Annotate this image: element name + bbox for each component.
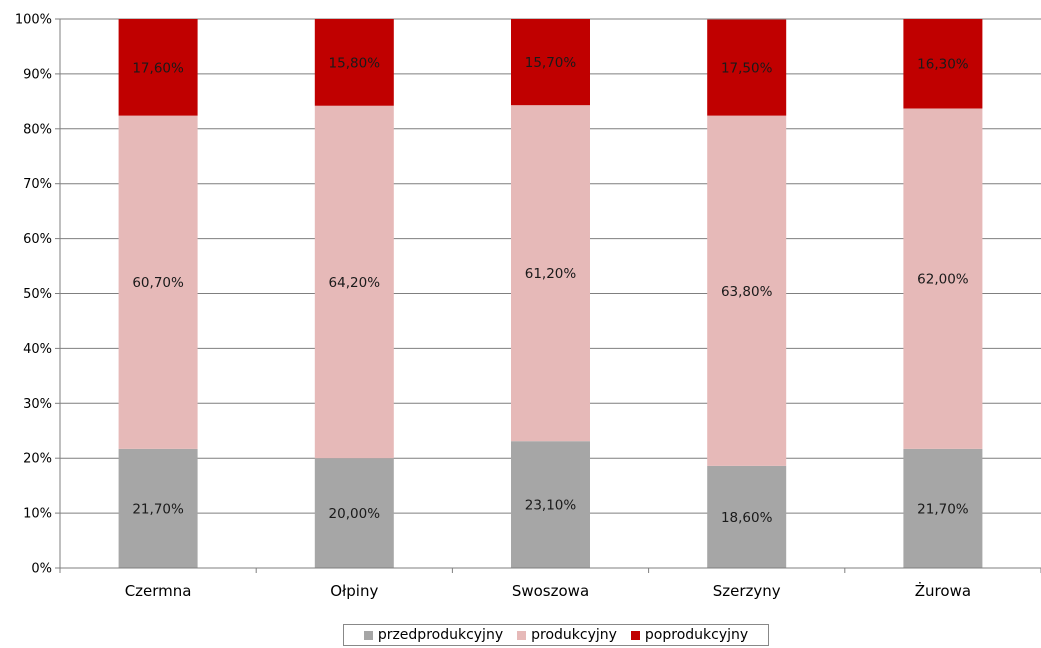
- y-tick-label: 60%: [23, 232, 52, 247]
- bar-segment-przedprodukcyjny: [511, 441, 590, 568]
- bar-segment-przedprodukcyjny: [903, 448, 983, 568]
- x-category-label: Czermna: [125, 582, 192, 600]
- x-category-label: Szerzyny: [713, 582, 781, 600]
- bar-segment-produkcyjny: [707, 115, 787, 466]
- legend: przedprodukcyjny produkcyjny poprodukcyjny: [343, 624, 769, 646]
- legend-swatch: [517, 630, 527, 640]
- y-tick-label: 10%: [23, 507, 52, 522]
- legend-label: przedprodukcyjny: [377, 627, 504, 643]
- data-label: 17,60%: [132, 60, 184, 76]
- y-tick-label: 30%: [23, 397, 52, 412]
- y-tick-label: 90%: [23, 67, 52, 82]
- bar-segment-poprodukcyjny: [511, 19, 590, 106]
- data-label: 63,80%: [721, 284, 773, 300]
- legend-item: produkcyjny: [517, 627, 617, 643]
- data-label: 61,20%: [525, 266, 577, 282]
- data-label: 21,70%: [132, 501, 184, 517]
- legend-swatch: [630, 630, 640, 640]
- legend-label: poprodukcyjny: [644, 627, 749, 643]
- bars: [118, 19, 983, 568]
- x-category-label: Swoszowa: [512, 582, 589, 600]
- y-tick-label: 0%: [31, 562, 52, 577]
- data-label: 23,10%: [525, 498, 577, 514]
- y-tick-label: 20%: [23, 452, 52, 467]
- data-labels: 21,70% 60,70% 17,60% 20,00% 64,20% 15,80% 23,1…: [132, 55, 968, 526]
- legend-label: produkcyjny: [531, 627, 617, 643]
- data-label: 64,20%: [329, 275, 381, 291]
- y-tick-label: 80%: [23, 122, 52, 137]
- axes: [55, 18, 1041, 573]
- data-label: 15,80%: [329, 55, 381, 71]
- bar-segment-produkcyjny: [314, 105, 394, 459]
- bar-segment-produkcyjny: [511, 105, 590, 442]
- y-tick-label: 50%: [23, 287, 52, 302]
- y-tick-label: 100%: [15, 13, 52, 28]
- data-label: 17,50%: [721, 61, 773, 77]
- x-category-label: Żurowa: [915, 581, 971, 600]
- bar-segment-produkcyjny: [118, 115, 198, 449]
- bar-segment-poprodukcyjny: [118, 19, 198, 116]
- y-tick-label: 40%: [23, 342, 52, 357]
- bar-segment-poprodukcyjny: [707, 19, 787, 116]
- x-axis-category-labels: Czermna Ołpiny Swoszowa Szerzyny Żurowa: [125, 581, 971, 600]
- data-label: 18,60%: [721, 510, 773, 526]
- legend-swatch: [363, 630, 373, 640]
- bar-segment-przedprodukcyjny: [314, 458, 394, 568]
- data-label: 15,70%: [525, 55, 577, 71]
- bar-segment-przedprodukcyjny: [707, 465, 787, 568]
- bar-segment-produkcyjny: [903, 108, 983, 449]
- data-label: 60,70%: [132, 275, 184, 291]
- y-axis-tick-labels: 0% 10% 20% 30% 40% 50% 60% 70% 80% 90% 100%: [15, 13, 52, 577]
- y-tick-label: 70%: [23, 177, 52, 192]
- bar-segment-przedprodukcyjny: [118, 448, 198, 568]
- stacked-bar-chart: 0% 10% 20% 30% 40% 50% 60% 70% 80% 90% 100% 21,70%…: [15, 13, 1041, 600]
- x-category-label: Ołpiny: [330, 582, 378, 600]
- bar-segment-poprodukcyjny: [314, 19, 394, 106]
- data-label: 21,70%: [917, 501, 969, 517]
- legend-item: przedprodukcyjny: [363, 627, 504, 643]
- data-label: 62,00%: [917, 272, 969, 288]
- bar-segment-poprodukcyjny: [903, 19, 983, 109]
- legend-item: poprodukcyjny: [630, 627, 749, 643]
- data-label: 16,30%: [917, 57, 969, 73]
- data-label: 20,00%: [329, 506, 381, 522]
